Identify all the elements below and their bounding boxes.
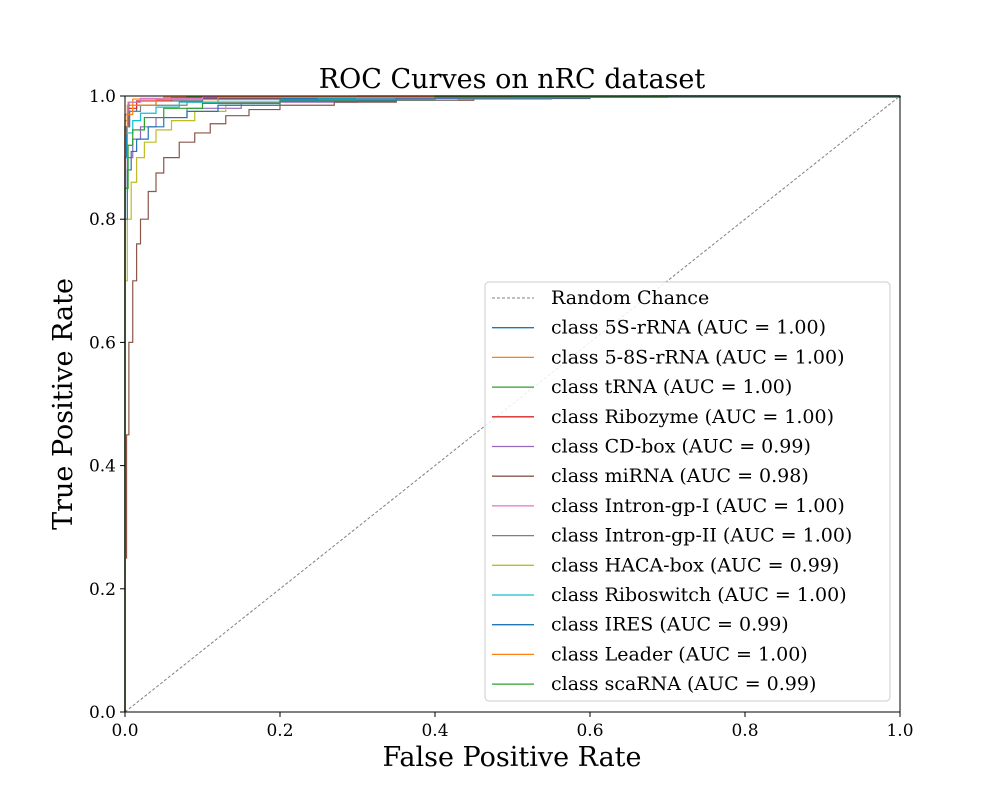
legend-item: class Intron-gp-II (AUC = 1.00) — [492, 525, 852, 547]
legend-label: class Intron-gp-II (AUC = 1.00) — [551, 525, 852, 547]
legend-label: class scaRNA (AUC = 0.99) — [551, 673, 816, 695]
x-tick-label: 0.4 — [421, 721, 448, 741]
x-axis-ticks: 0.0 0.2 0.4 0.6 0.8 1.0 — [111, 712, 914, 741]
y-tick-label: 1.0 — [89, 87, 116, 107]
legend-item: class IRES (AUC = 0.99) — [492, 614, 789, 636]
y-axis-label: True Positive Rate — [48, 278, 79, 530]
legend-item: class Leader (AUC = 1.00) — [492, 643, 808, 665]
legend-label: class Intron-gp-I (AUC = 1.00) — [551, 495, 845, 517]
legend-item: Random Chance — [492, 287, 709, 309]
legend-label: Random Chance — [551, 287, 709, 309]
y-tick-label: 0.0 — [89, 703, 116, 723]
x-tick-label: 0.0 — [111, 721, 138, 741]
legend-label: class tRNA (AUC = 1.00) — [551, 376, 792, 398]
legend-label: class Leader (AUC = 1.00) — [551, 643, 808, 665]
legend-item: class 5S-rRNA (AUC = 1.00) — [492, 317, 826, 339]
x-axis-label: False Positive Rate — [382, 742, 641, 773]
legend-item: class tRNA (AUC = 1.00) — [492, 376, 792, 398]
y-tick-label: 0.6 — [89, 333, 116, 353]
x-tick-label: 0.2 — [266, 721, 293, 741]
legend-item: class Riboswitch (AUC = 1.00) — [492, 584, 847, 606]
legend-label: class Ribozyme (AUC = 1.00) — [551, 406, 834, 428]
y-axis-ticks: 0.0 0.2 0.4 0.6 0.8 1.0 — [89, 87, 125, 723]
legend-label: class Riboswitch (AUC = 1.00) — [551, 584, 847, 606]
y-tick-label: 0.4 — [89, 457, 116, 477]
legend-label: class HACA-box (AUC = 0.99) — [551, 554, 839, 576]
legend-label: class CD-box (AUC = 0.99) — [551, 436, 811, 458]
y-tick-label: 0.8 — [89, 210, 116, 230]
legend-label: class 5-8S-rRNA (AUC = 1.00) — [551, 346, 845, 368]
chart-title: ROC Curves on nRC dataset — [319, 64, 706, 95]
legend-item: class miRNA (AUC = 0.98) — [492, 465, 809, 487]
legend-item: class CD-box (AUC = 0.99) — [492, 436, 811, 458]
y-tick-label: 0.2 — [89, 580, 116, 600]
x-tick-label: 1.0 — [886, 721, 913, 741]
legend-label: class 5S-rRNA (AUC = 1.00) — [551, 317, 826, 339]
legend-item: class HACA-box (AUC = 0.99) — [492, 554, 839, 576]
series-line-12-class-scarna-auc-0-99 — [124, 95, 900, 712]
legend-item: class 5-8S-rRNA (AUC = 1.00) — [492, 346, 845, 368]
legend: Random Chance class 5S-rRNA (AUC = 1.00) c… — [484, 281, 891, 702]
plot-lines — [124, 95, 901, 713]
series-line-10-class-ires-auc-0-99 — [124, 96, 901, 712]
x-tick-label: 0.8 — [731, 721, 758, 741]
legend-label: class IRES (AUC = 0.99) — [551, 614, 789, 636]
plot-frame — [124, 95, 901, 713]
legend-item: class Ribozyme (AUC = 1.00) — [492, 406, 834, 428]
legend-label: class miRNA (AUC = 0.98) — [551, 465, 809, 487]
legend-item: class Intron-gp-I (AUC = 1.00) — [492, 495, 845, 517]
legend-item: class scaRNA (AUC = 0.99) — [492, 673, 816, 695]
legend-box — [484, 281, 891, 702]
x-tick-label: 0.6 — [576, 721, 603, 741]
